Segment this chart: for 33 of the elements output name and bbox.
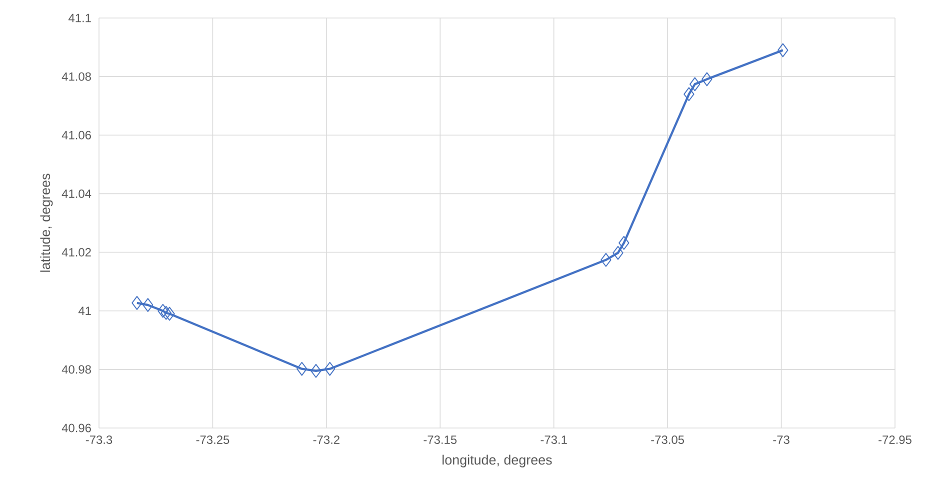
point	[324, 362, 336, 376]
point	[600, 252, 612, 267]
x-axis-title: longitude, degrees	[442, 454, 552, 468]
y-tick-label: 41.04	[62, 189, 92, 198]
x-tick-label: -73.2	[313, 436, 340, 444]
point	[142, 298, 154, 312]
y-tick-label: 41.02	[62, 248, 91, 257]
x-tick-label: -72.95	[878, 436, 912, 444]
x-tick-label: -73.25	[196, 436, 230, 444]
y-tick-label: 41.1	[68, 14, 91, 22]
y-axis-title: latitude, degrees	[40, 174, 53, 272]
point	[158, 304, 168, 318]
y-tick-label: 40.96	[62, 424, 91, 432]
point	[612, 246, 624, 260]
point	[684, 87, 694, 102]
point	[132, 296, 142, 310]
point	[690, 77, 700, 92]
x-tick-label: -73.05	[651, 436, 684, 444]
x-tick-label: -73.15	[424, 436, 457, 444]
point	[702, 72, 712, 86]
point	[310, 364, 322, 378]
x-tick-label: -73.3	[86, 436, 112, 444]
point	[778, 43, 788, 58]
y-tick-label: 40.98	[62, 365, 91, 374]
x-tick-label: -73.1	[540, 436, 567, 444]
point	[296, 362, 308, 376]
y-tick-label: 41.08	[62, 72, 91, 81]
point	[160, 306, 172, 320]
x-tick-label: -73	[773, 436, 790, 444]
point	[618, 236, 630, 250]
y-tick-label: 41.06	[62, 130, 91, 140]
y-tick-label: 41	[78, 306, 91, 315]
point	[164, 306, 175, 321]
